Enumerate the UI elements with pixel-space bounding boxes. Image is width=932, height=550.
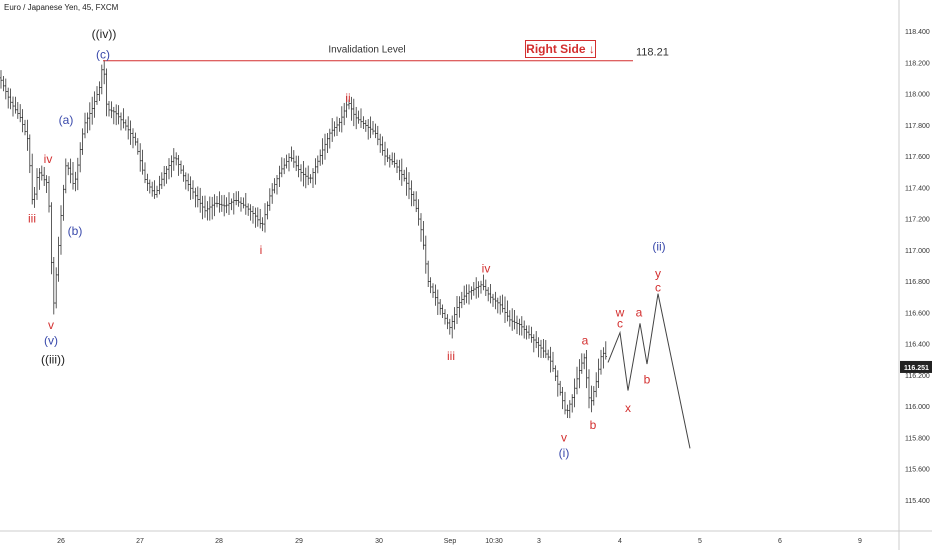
wave-label: (b) (68, 224, 83, 238)
wave-label: v (48, 318, 54, 332)
y-tick-label: 117.600 (905, 154, 930, 161)
wave-label: (v) (44, 334, 58, 348)
y-tick-label: 116.200 (905, 373, 930, 380)
last-price-badge (900, 360, 932, 373)
chart-title: Euro / Japanese Yen, 45, FXCM (4, 3, 119, 12)
wave-label: (ii) (652, 240, 665, 254)
wave-label: ((iv)) (92, 27, 117, 41)
invalidation-label: Invalidation Level (328, 45, 405, 56)
y-tick-label: 117.400 (905, 185, 930, 192)
wave-label: (c) (96, 47, 110, 61)
x-tick-label: 26 (57, 538, 65, 545)
wave-label: (a) (59, 113, 74, 127)
wave-label: b (644, 373, 651, 387)
last-price-label: 116.251 (904, 365, 929, 372)
wave-label: y (655, 266, 661, 280)
y-tick-label: 115.600 (905, 467, 930, 474)
y-tick-label: 118.000 (905, 92, 930, 99)
wave-label: iii (28, 212, 36, 226)
wave-label: b (590, 418, 597, 432)
x-tick-label: 4 (618, 538, 622, 545)
x-tick-label: 6 (778, 538, 782, 545)
x-tick-label: 3 (537, 538, 541, 545)
y-tick-label: 117.800 (905, 123, 930, 130)
wave-label: v (561, 430, 567, 444)
wave-label: i (260, 243, 263, 257)
x-tick-label: 27 (136, 538, 144, 545)
x-tick-label: 10:30 (485, 538, 503, 545)
y-tick-label: 116.800 (905, 279, 930, 286)
y-tick-label: 117.000 (905, 248, 930, 255)
wave-label: c (617, 316, 623, 330)
wave-label: ii (345, 91, 350, 105)
x-tick-label: 5 (698, 538, 702, 545)
wave-label: iv (482, 262, 491, 276)
y-tick-label: 118.400 (905, 29, 930, 36)
wave-label: a (582, 334, 589, 348)
y-tick-label: 116.400 (905, 342, 930, 349)
wave-label: ((iii)) (41, 352, 65, 366)
y-tick-label: 118.200 (905, 60, 930, 67)
wave-label: a (636, 305, 643, 319)
wave-label: x (625, 401, 631, 415)
x-tick-label: Sep (444, 538, 457, 545)
x-tick-label: 30 (375, 538, 383, 545)
wave-label: iii (447, 349, 455, 363)
wave-label: c (655, 280, 661, 294)
x-tick-label: 28 (215, 538, 223, 545)
projection-path (607, 293, 691, 449)
y-tick-label: 117.200 (905, 217, 930, 224)
y-tick-label: 116.600 (905, 310, 930, 317)
wave-label: iv (44, 152, 53, 166)
x-tick-label: 29 (295, 538, 303, 545)
y-tick-label: 116.000 (905, 404, 930, 411)
y-tick-label: 115.800 (905, 435, 930, 442)
invalidation-value: 118.21 (636, 47, 669, 59)
wave-label: (i) (559, 446, 570, 460)
wave-label: w (615, 305, 625, 319)
right-side-note: Right Side ↓ (525, 40, 596, 58)
y-tick-label: 115.400 (905, 498, 930, 505)
x-tick-label: 9 (858, 538, 862, 545)
